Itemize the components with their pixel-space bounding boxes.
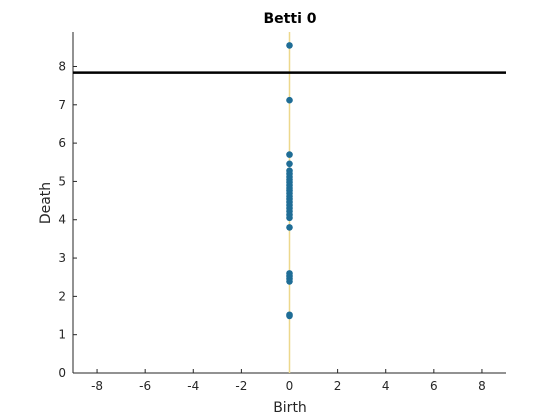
scatter-point [286, 214, 293, 222]
y-tick-label: 5 [58, 174, 66, 188]
x-tick-label: 0 [286, 379, 294, 393]
y-tick-label: 0 [58, 366, 66, 380]
scatter-point [286, 160, 293, 168]
x-tick-label: -8 [91, 379, 103, 393]
y-tick-label: 2 [58, 289, 66, 303]
scatter-point [286, 42, 293, 49]
x-tick-label: 6 [430, 379, 438, 393]
y-tick-label: 8 [58, 59, 66, 73]
scatter-point [286, 224, 293, 231]
x-tick-label: -6 [139, 379, 151, 393]
scatter-point [286, 278, 293, 285]
y-tick-label: 1 [58, 328, 66, 342]
y-tick-label: 7 [58, 98, 66, 112]
scatter-point [286, 151, 293, 158]
y-tick-label: 6 [58, 136, 66, 150]
x-tick-label: -4 [187, 379, 199, 393]
chart-title: Betti 0 [264, 11, 317, 27]
scatter-point [286, 96, 293, 104]
x-tick-label: 8 [478, 379, 486, 393]
y-axis-label: Death [38, 182, 54, 224]
x-tick-label: 2 [334, 379, 342, 393]
y-tick-label: 3 [58, 251, 66, 265]
x-tick-label: 4 [382, 379, 390, 393]
scatter-point [286, 312, 293, 320]
y-tick-label: 4 [58, 213, 66, 227]
plot-area: -8 -6 -4 -2 0 2 4 6 8 0 1 2 3 4 5 6 7 8 [58, 32, 506, 393]
x-tick-label: -2 [235, 379, 247, 393]
x-axis-label: Birth [273, 400, 307, 416]
